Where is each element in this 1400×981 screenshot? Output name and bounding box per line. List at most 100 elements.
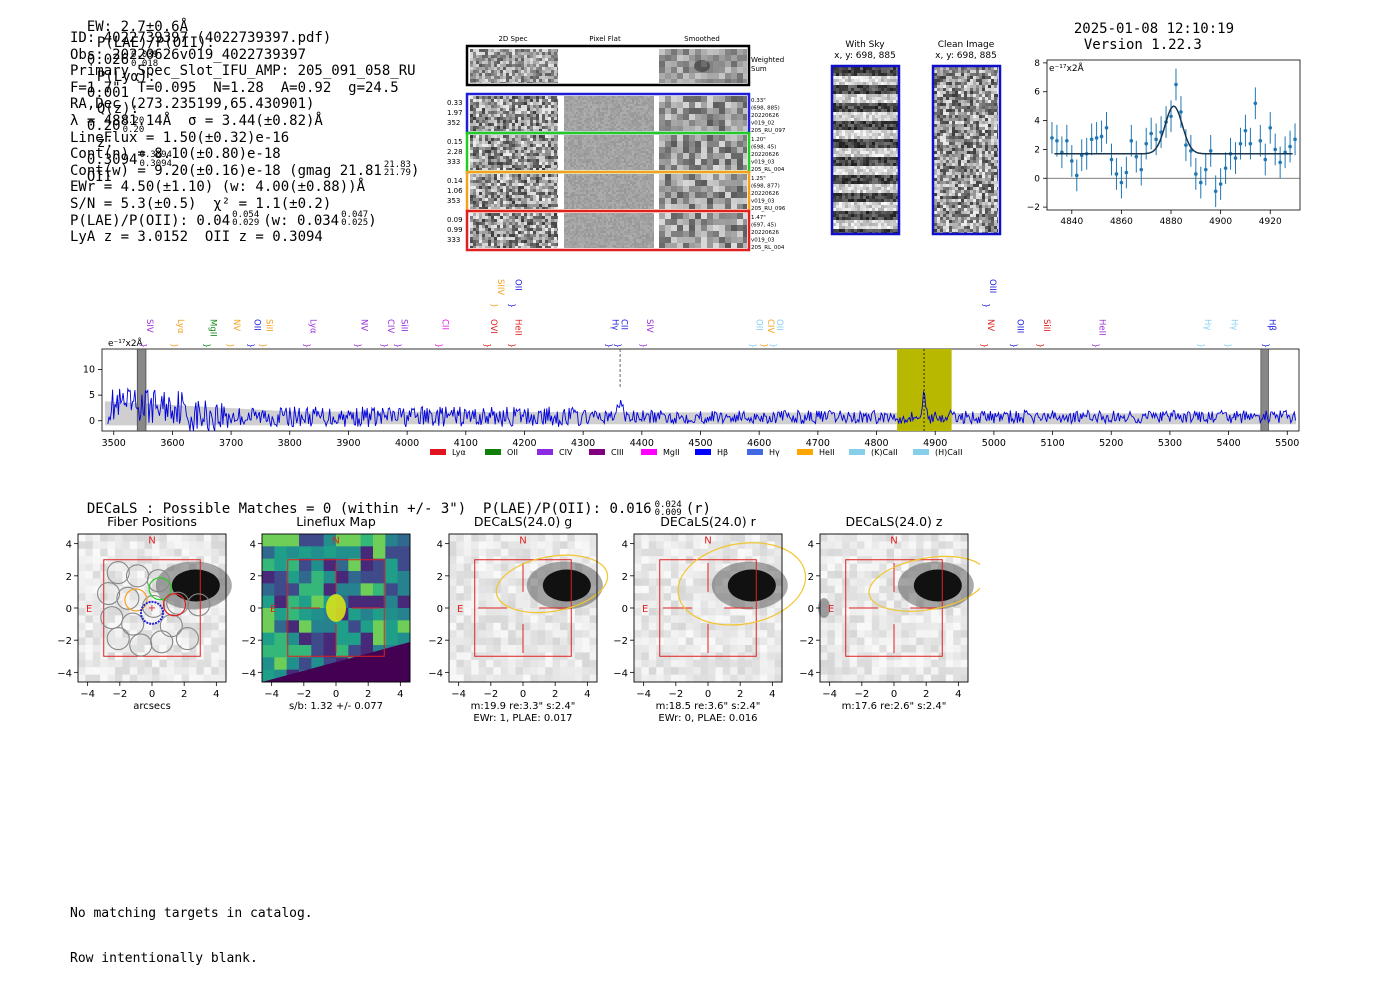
pixel	[533, 246, 536, 248]
pixel	[648, 149, 650, 151]
pixel	[512, 102, 515, 105]
pixel	[576, 186, 578, 188]
pixel	[500, 240, 503, 243]
pixel	[542, 114, 545, 117]
pixel	[592, 100, 594, 102]
pixel	[606, 137, 608, 139]
pixel	[518, 150, 521, 153]
pixel	[533, 111, 536, 114]
pixel	[524, 135, 527, 138]
pixel	[719, 153, 725, 159]
pixel	[572, 145, 574, 147]
pixel	[582, 108, 584, 110]
pixel	[650, 106, 652, 108]
pixel	[612, 163, 614, 165]
pixel	[598, 120, 600, 122]
pixel	[683, 159, 689, 165]
pixel	[620, 130, 622, 131]
pixel	[512, 201, 515, 204]
pixel	[648, 161, 650, 163]
pixel	[568, 190, 570, 192]
pixel	[636, 122, 638, 124]
pixel	[479, 138, 482, 141]
pixel	[731, 114, 737, 120]
pixel	[644, 196, 646, 198]
pixel	[515, 198, 518, 201]
pixel	[584, 188, 586, 190]
pixel	[683, 114, 689, 120]
pixel	[476, 240, 479, 243]
pixel	[506, 129, 509, 131]
pixel	[608, 112, 610, 114]
pixel	[630, 163, 632, 165]
pixel	[616, 124, 618, 126]
pixel	[713, 186, 719, 192]
pixel	[578, 159, 580, 161]
pixel	[610, 194, 612, 196]
pixel	[650, 143, 652, 145]
pixel	[632, 200, 634, 202]
pixel	[545, 58, 548, 61]
pixel	[509, 183, 512, 186]
pixel	[604, 157, 606, 159]
pixel	[572, 151, 574, 153]
pixel	[503, 70, 506, 73]
pixel	[488, 240, 491, 243]
pixel	[628, 149, 630, 151]
pixel	[622, 176, 624, 178]
pixel	[618, 219, 620, 221]
pixel	[518, 216, 521, 219]
pixel	[572, 147, 574, 149]
pixel	[506, 162, 509, 165]
pixel	[626, 96, 628, 98]
pixel	[551, 219, 554, 222]
pixel	[500, 150, 503, 153]
pixel	[570, 161, 572, 163]
pixel	[596, 153, 598, 155]
pixel	[570, 206, 572, 208]
pixel	[743, 204, 747, 209]
pixel	[518, 58, 521, 61]
pixel	[626, 112, 628, 114]
pixel	[602, 128, 604, 130]
pixel	[539, 73, 542, 76]
pixel	[608, 106, 610, 108]
cutout-row-meta: 20220626	[751, 191, 779, 197]
pixel	[551, 225, 554, 228]
pixel	[503, 177, 506, 180]
pixel	[622, 200, 624, 202]
pixel	[494, 111, 497, 114]
pixel	[564, 208, 566, 209]
pixel	[671, 49, 677, 55]
pixel	[506, 189, 509, 192]
pixel	[624, 108, 626, 110]
pixel	[582, 221, 584, 223]
pixel	[500, 177, 503, 180]
pixel	[533, 168, 536, 170]
pixel	[614, 178, 616, 180]
pixel	[530, 183, 533, 186]
pixel	[620, 215, 622, 217]
pixel	[622, 147, 624, 149]
pixel	[701, 55, 707, 61]
pixel	[614, 98, 616, 100]
pixel	[624, 225, 626, 227]
pixel	[622, 221, 624, 223]
pixel	[527, 58, 530, 61]
pixel	[604, 124, 606, 126]
pixel	[632, 221, 634, 223]
pixel	[642, 114, 644, 116]
pixel	[616, 161, 618, 163]
pixel	[588, 184, 590, 186]
pixel	[612, 178, 614, 180]
pixel	[608, 163, 610, 165]
pixel	[476, 76, 479, 79]
pixel	[652, 124, 654, 126]
pixel	[586, 137, 588, 139]
pixel	[476, 117, 479, 120]
pixel	[582, 204, 584, 206]
pixel	[503, 135, 506, 138]
pixel	[592, 194, 594, 196]
pixel	[598, 112, 600, 114]
pixel	[626, 151, 628, 153]
